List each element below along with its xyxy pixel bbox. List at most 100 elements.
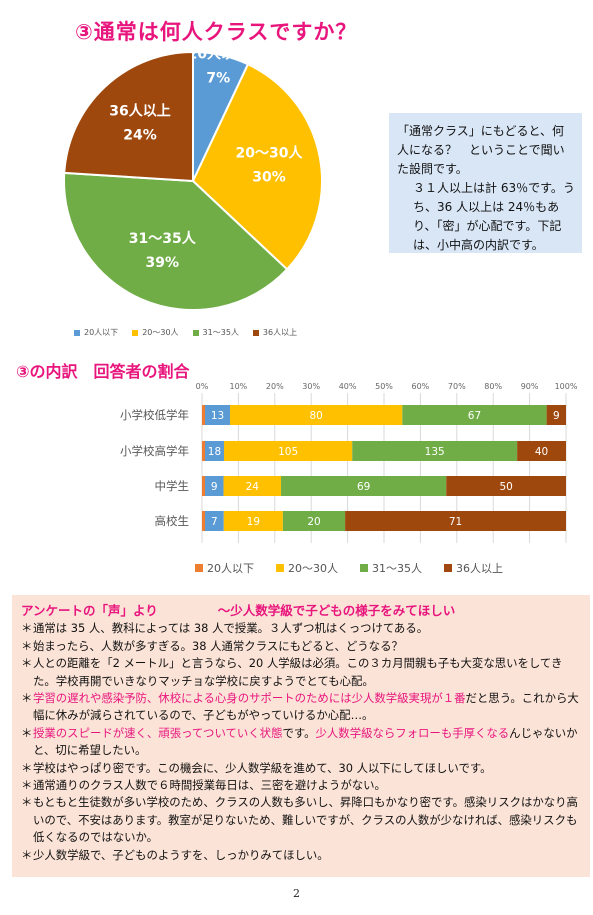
bar-value-label: 24 — [246, 481, 260, 493]
bar-value-label: 9 — [553, 410, 560, 422]
voice-text: もともと生徒数が多い学校のため、クラスの人数も多いし、昇降口もかなり密です。感染… — [33, 794, 582, 846]
voice-text: 始まったら、人数が多すぎる。38 人通常クラスにもどると、どうなる？ — [33, 638, 403, 655]
x-tick-label: 60% — [412, 382, 430, 391]
bar-legend-label: 20～30人 — [288, 562, 338, 575]
pie-legend-item: 36人以上 — [252, 327, 298, 338]
pie-label-1: 20人以下 — [188, 48, 249, 63]
bar-segment — [202, 511, 224, 531]
pie-slice-2 — [191, 62, 323, 271]
bar-segment — [352, 441, 518, 461]
bar-value-label: 71 — [449, 516, 462, 528]
highlighted-text: 少人数学級ならフォローも手厚くなる — [315, 725, 510, 740]
pie-slice-3 — [63, 171, 289, 311]
bar-value-label: 135 — [425, 446, 445, 458]
voice-item: ＊人との距離を「2 メートル」と言うなら、20 人学級は必須。この３カ月間親も子… — [21, 655, 582, 690]
bar-segment — [223, 476, 282, 496]
pie-legend-label: 20人以下 — [84, 328, 119, 337]
bar-segment — [402, 405, 547, 425]
voice-item: ＊学校はやっぱり密です。この機会に、少人数学級を進めて、30 人以下にしてほしい… — [21, 760, 582, 777]
bullet-mark: ＊ — [21, 656, 33, 671]
voices-heading: アンケートの「声」より ～少人数学級で子どもの様子をみてほしい — [21, 602, 582, 619]
x-tick-label: 0% — [196, 382, 209, 391]
voice-text: 授業のスピードが速く、頑張ってついていく状態です。少人数学級ならフォローも手厚く… — [33, 725, 582, 760]
voices-heading-right: ～少人数学級で子どもの様子をみてほしい — [217, 603, 456, 618]
x-tick-label: 90% — [521, 382, 539, 391]
text-run: 人との距離を「2 メートル」と言うなら、20 人学級は必須。この３カ月間親も子も… — [33, 656, 563, 688]
voice-item: ＊もともと生徒数が多い学校のため、クラスの人数も多いし、昇降口もかなり密です。感… — [21, 794, 582, 846]
bar-legend-item: 31～35人 — [360, 560, 422, 576]
bar-segment — [546, 405, 566, 425]
x-tick-label: 50% — [375, 382, 393, 391]
voices-box: アンケートの「声」より ～少人数学級で子どもの様子をみてほしい ＊通常は 35 人… — [12, 595, 590, 877]
bar-stub — [202, 405, 205, 425]
text-run: 始まったら、人数が多すぎる。38 人通常クラスにもどると、どうなる？ — [33, 638, 403, 653]
voices-heading-left: アンケートの「声」より — [21, 603, 158, 618]
note-paragraph-1: 「通常クラス」にもどると、何人になる？ ということで聞いた設問です。 — [397, 124, 565, 176]
category-label: 小学校高学年 — [120, 444, 189, 458]
text-run: 少人数学級で、子どものようすを、しっかりみてほしい。 — [33, 847, 329, 862]
x-tick-label: 100% — [555, 382, 578, 391]
highlighted-text: 学習の遅れや感染予防、休校による心身のサポートのためには少人数学級実現が１番 — [33, 691, 466, 706]
bar-segment — [345, 511, 566, 531]
bullet-mark: ＊ — [21, 725, 33, 740]
note-paragraph-2: ３１人以上は計 63％です。うち、36 人以上は 24％もあり、「密」が心配です… — [413, 181, 575, 252]
section-title-class-size: ③通常は何人クラスですか？ — [75, 20, 358, 44]
pie-legend-swatch — [74, 329, 80, 336]
pie-label-2: 20～30人 — [236, 144, 304, 161]
bar-legend-swatch — [276, 564, 284, 572]
class-size-pie-chart: 20人以下 7% 20～30人 30% 31～35人 39% 36人以上 24% — [63, 48, 323, 311]
bar-segment — [202, 441, 224, 461]
bullet-mark: ＊ — [21, 691, 33, 706]
pie-legend-item: 20～30人 — [132, 327, 179, 338]
bar-legend-swatch — [444, 564, 452, 572]
bar-stub — [202, 441, 205, 461]
bar-value-label: 13 — [211, 410, 224, 422]
bar-value-label: 80 — [309, 410, 322, 422]
bar-stub — [202, 476, 205, 496]
text-run: 通常通りのクラス人数で６時間授業毎日は、三密を避けようがない。 — [33, 778, 386, 793]
breakdown-stacked-bar-chart: 0% 10% 20% 30% 40% 50% 60% 70% 80% 90% 100% 小学校低学年 1… — [120, 382, 578, 543]
bullet-mark: ＊ — [21, 621, 33, 636]
pie-legend-item: 20人以下 — [74, 327, 118, 338]
category-label: 高校生 — [155, 514, 190, 528]
voice-item: ＊授業のスピードが速く、頑張ってついていく状態です。少人数学級ならフォローも手厚… — [21, 725, 582, 760]
voice-item: ＊始まったら、人数が多すぎる。38 人通常クラスにもどると、どうなる？ — [21, 638, 582, 655]
pie-slice-4 — [63, 50, 194, 183]
bar-legend-item: 20～30人 — [276, 560, 338, 576]
bar-segment — [202, 405, 230, 425]
pie-legend-swatch — [192, 329, 199, 336]
category-label: 中学生 — [155, 479, 190, 493]
bullet-mark: ＊ — [21, 795, 33, 810]
bar-segment — [223, 511, 283, 531]
bar-legend-item: 36人以上 — [444, 560, 503, 576]
voice-item: ＊少人数学級で、子どものようすを、しっかりみてほしい。 — [21, 847, 582, 864]
bullet-mark: ＊ — [21, 760, 33, 775]
pie-legend-label: 31～35人 — [202, 328, 239, 337]
voice-text: 少人数学級で、子どものようすを、しっかりみてほしい。 — [33, 847, 329, 864]
bar-value-label: 50 — [499, 481, 512, 493]
bar-segment — [223, 441, 353, 461]
pie-percent-2: 30% — [252, 169, 286, 185]
bar-legend-swatch — [360, 564, 368, 572]
text-run: です。 — [282, 725, 316, 740]
text-run: んじゃないかと、切に希望したい。 — [33, 725, 578, 758]
bar-legend-label: 20人以下 — [207, 562, 254, 575]
voice-text: 学習の遅れや感染予防、休校による心身のサポートのためには少人数学級実現が１番だと… — [33, 690, 582, 725]
bar-value-label: 7 — [211, 516, 218, 528]
pie-percent-4: 24% — [123, 128, 157, 144]
text-run: 学校はやっぱり密です。この機会に、少人数学級を進めて、30 人以下にしてほしいで… — [33, 760, 492, 775]
x-tick-label: 20% — [266, 382, 284, 391]
bar-legend-swatch — [195, 564, 203, 572]
bar-value-label: 69 — [357, 481, 370, 493]
voice-text: 通常通りのクラス人数で６時間授業毎日は、三密を避けようがない。 — [33, 777, 386, 794]
bar-segment — [517, 441, 566, 461]
bar-value-label: 67 — [468, 410, 481, 422]
text-run: もともと生徒数が多い学校のため、クラスの人数も多いし、昇降口もかなり密です。感染… — [33, 795, 578, 845]
voice-item: ＊通常通りのクラス人数で６時間授業毎日は、三密を避けようがない。 — [21, 777, 582, 794]
section-title-breakdown: ③の内訳 回答者の割合 — [16, 362, 190, 381]
bar-segment — [230, 405, 403, 425]
bar-legend-label: 31～35人 — [372, 562, 422, 575]
pie-percent-1: 7% — [206, 71, 230, 87]
pie-legend-label: 36人以上 — [262, 328, 298, 337]
bar-value-label: 20 — [307, 516, 320, 528]
